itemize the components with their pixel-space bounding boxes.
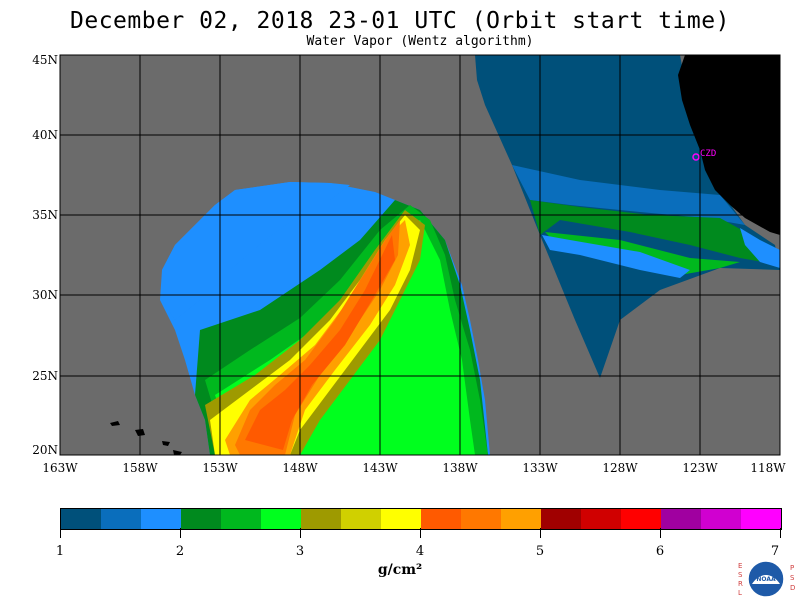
colorbar-label-5: 5 bbox=[535, 544, 545, 559]
colorbar-units: g/cm² bbox=[377, 562, 423, 578]
west-swath-orange-dark bbox=[245, 235, 395, 450]
colorbar-swatch bbox=[61, 509, 101, 529]
page-title: December 02, 2018 23-01 UTC (Orbit start… bbox=[70, 8, 730, 34]
lon-label-128w: 128W bbox=[602, 461, 638, 475]
logo-letter: L bbox=[738, 589, 742, 597]
logo-letter: P bbox=[790, 564, 794, 572]
colorbar-label-6: 6 bbox=[655, 544, 665, 559]
logo-letter: S bbox=[790, 574, 795, 582]
lat-label-35n: 35N bbox=[32, 208, 58, 222]
lat-label-25n: 25N bbox=[32, 369, 58, 383]
lon-label-153w: 153W bbox=[202, 461, 238, 475]
west-swath-orange bbox=[235, 220, 400, 455]
colorbar-tick bbox=[60, 528, 61, 538]
lon-label-118w: 118W bbox=[750, 461, 786, 475]
logo-letter: R bbox=[738, 580, 743, 588]
colorbar bbox=[60, 508, 782, 530]
colorbar-label-7: 7 bbox=[770, 544, 780, 559]
noaa-text: NOAA bbox=[756, 576, 776, 583]
noaa-esrl-logo: E S R L P S D NOAA bbox=[738, 560, 795, 598]
logo-letter: E bbox=[738, 562, 742, 570]
colorbar-label-4: 4 bbox=[415, 544, 425, 559]
map-grid bbox=[60, 55, 780, 455]
colorbar-tick bbox=[540, 528, 541, 538]
colorbar-swatch bbox=[741, 509, 781, 529]
colorbar-swatch bbox=[661, 509, 701, 529]
colorbar-swatch bbox=[381, 509, 421, 529]
land-mass bbox=[678, 55, 780, 235]
lon-label-133w: 133W bbox=[522, 461, 558, 475]
colorbar-label-2: 2 bbox=[175, 544, 185, 559]
colorbar-tick bbox=[420, 528, 421, 538]
lon-label-148w: 148W bbox=[282, 461, 318, 475]
page-subtitle: Water Vapor (Wentz algorithm) bbox=[306, 34, 534, 49]
lon-label-163w: 163W bbox=[42, 461, 78, 475]
island-3 bbox=[162, 441, 170, 446]
lon-label-123w: 123W bbox=[682, 461, 718, 475]
east-swath-band2 bbox=[530, 200, 780, 265]
lon-label-138w: 138W bbox=[442, 461, 478, 475]
colorbar-swatch bbox=[101, 509, 141, 529]
colorbar-swatch bbox=[341, 509, 381, 529]
colorbar-swatch bbox=[221, 509, 261, 529]
lat-label-30n: 30N bbox=[32, 288, 58, 302]
east-swath-band4 bbox=[542, 235, 690, 278]
lon-label-158w: 158W bbox=[122, 461, 158, 475]
logo-letter: S bbox=[738, 571, 743, 579]
colorbar-swatch bbox=[141, 509, 181, 529]
colorbar-tick bbox=[660, 528, 661, 538]
island-1 bbox=[110, 421, 120, 426]
lat-label-40n: 40N bbox=[32, 128, 58, 142]
station-label: CZD bbox=[700, 149, 716, 159]
station-marker bbox=[692, 153, 700, 161]
island-4 bbox=[173, 450, 182, 455]
lon-label-143w: 143W bbox=[362, 461, 398, 475]
colorbar-swatch bbox=[581, 509, 621, 529]
colorbar-swatch bbox=[701, 509, 741, 529]
colorbar-swatch bbox=[501, 509, 541, 529]
colorbar-label-1: 1 bbox=[55, 544, 65, 559]
lat-label-45n: 45N bbox=[32, 53, 58, 67]
lat-label-20n: 20N bbox=[32, 443, 58, 457]
colorbar-swatch bbox=[421, 509, 461, 529]
colorbar-tick bbox=[180, 528, 181, 538]
east-swath-band5 bbox=[740, 228, 780, 268]
west-swath-upper-blue bbox=[162, 182, 350, 320]
colorbar-swatch bbox=[461, 509, 501, 529]
east-swath-band1 bbox=[512, 165, 745, 225]
map-frame bbox=[59, 54, 781, 456]
colorbar-swatch bbox=[261, 509, 301, 529]
colorbar-tick bbox=[300, 528, 301, 538]
colorbar-swatch bbox=[541, 509, 581, 529]
colorbar-swatch bbox=[181, 509, 221, 529]
colorbar-label-3: 3 bbox=[295, 544, 305, 559]
colorbar-swatch bbox=[301, 509, 341, 529]
logo-letter: D bbox=[790, 584, 795, 592]
noaa-bird bbox=[752, 575, 780, 584]
colorbar-swatch bbox=[621, 509, 661, 529]
colorbar-tick bbox=[780, 528, 781, 538]
